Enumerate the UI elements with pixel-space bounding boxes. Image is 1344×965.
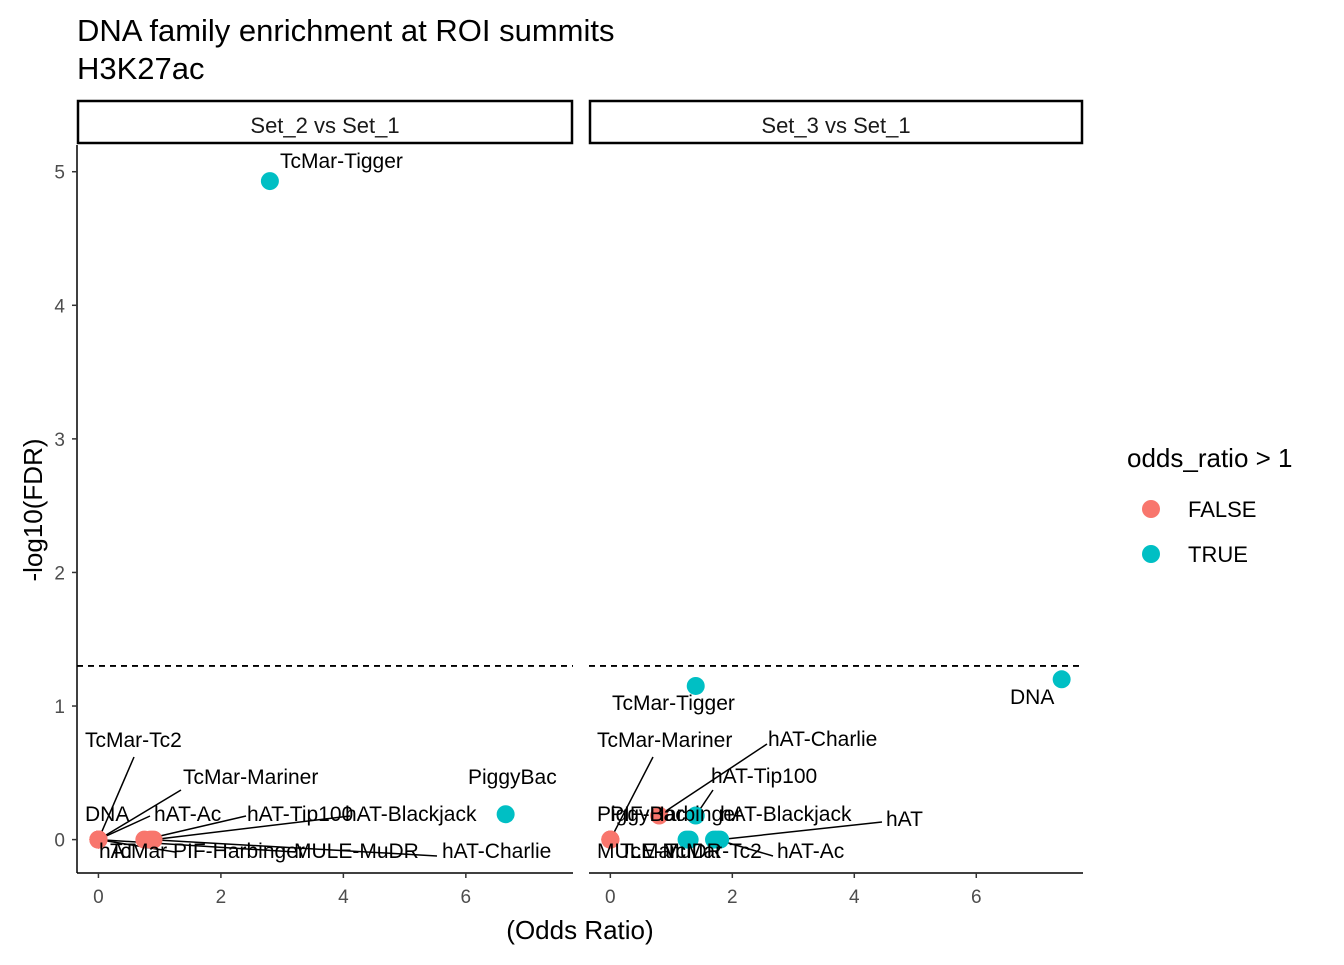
point-label: hAT <box>886 808 923 831</box>
legend-label-true: TRUE <box>1188 542 1248 567</box>
data-point <box>708 830 727 849</box>
legend-key-true-point <box>1142 545 1160 563</box>
point-label: hAT-Charlie <box>442 840 551 863</box>
point-label: TcMar <box>110 840 167 863</box>
point-label: PIF-Harbinger <box>610 803 742 826</box>
x-tick-label: 6 <box>461 887 472 908</box>
chart-title-line2: H3K27ac <box>77 51 205 86</box>
data-point <box>141 830 160 849</box>
point-label: TcMar-Tc2 <box>85 729 182 752</box>
y-tick-label: 3 <box>54 430 65 451</box>
y-axis-title: -log10(FDR) <box>18 438 48 581</box>
point-label: hAT <box>99 840 136 863</box>
facet-panel-1: Set_2 vs Set_1 0 1 2 3 4 5 0 2 4 6 TcMar-Tigger Pigg… <box>54 99 574 908</box>
label-connector <box>150 838 438 857</box>
y-tick-label: 4 <box>54 296 65 317</box>
point-label: TcMar-Tc2 <box>665 840 762 863</box>
x-tick-label: 2 <box>727 887 738 908</box>
y-tick-label: 1 <box>54 697 65 718</box>
point-label: PiggyBac <box>468 766 557 789</box>
chart-title-line1: DNA family enrichment at ROI summits <box>77 13 614 48</box>
x-tick-label: 2 <box>216 887 227 908</box>
point-label: TcMar <box>620 840 677 863</box>
label-connector <box>609 756 654 840</box>
x-tick-label: 4 <box>849 887 860 908</box>
point-label: TcMar-Mariner <box>183 766 318 789</box>
legend-title: odds_ratio > 1 <box>1127 443 1293 473</box>
point-label: hAT-Blackjack <box>720 803 852 826</box>
data-point <box>89 830 108 849</box>
facet-strip-label: Set_3 vs Set_1 <box>761 113 910 138</box>
x-tick-label: 4 <box>338 887 349 908</box>
x-tick-label: 6 <box>971 887 982 908</box>
label-connector <box>98 838 176 853</box>
point-label: MULE-MuDR <box>294 840 419 863</box>
data-point <box>601 830 620 849</box>
facet-strip-label: Set_2 vs Set_1 <box>250 113 399 138</box>
point-label: TcMar-Mariner <box>597 729 732 752</box>
point-label: PiggyBac <box>597 803 686 826</box>
y-tick-label: 5 <box>54 163 65 184</box>
facet-strip-box <box>76 99 574 145</box>
point-label: DNA <box>1010 686 1054 709</box>
label-connector <box>97 756 135 840</box>
x-axis-title: (Odds Ratio) <box>506 915 653 945</box>
label-connector <box>98 789 182 841</box>
point-label: hAT-Tip100 <box>711 765 817 788</box>
data-point <box>260 172 279 191</box>
data-point <box>496 805 515 824</box>
facet-panels: Set_2 vs Set_1 0 1 2 3 4 5 0 2 4 6 TcMar-Tigger Pigg… <box>54 99 1084 908</box>
label-connector <box>720 821 883 841</box>
legend: odds_ratio > 1 FALSE TRUE <box>1127 443 1293 567</box>
data-point <box>686 806 705 825</box>
label-connector <box>98 838 296 853</box>
legend-key-false-point <box>1142 500 1160 518</box>
point-label: hAT-Blackjack <box>345 803 477 826</box>
x-tick-label: 0 <box>93 887 104 908</box>
point-label: TcMar-Tigger <box>612 692 735 715</box>
point-label: hAT-Ac <box>777 840 844 863</box>
y-tick-label: 0 <box>54 831 65 852</box>
point-label: hAT-Charlie <box>768 728 877 751</box>
point-label: PIF-Harbinger <box>173 840 305 863</box>
label-connector <box>153 815 351 841</box>
label-connector <box>98 815 151 841</box>
x-tick-label: 0 <box>605 887 616 908</box>
point-label: hAT-Tip100 <box>247 803 353 826</box>
point-label: hAT-Ac <box>154 803 221 826</box>
data-point <box>1052 670 1071 689</box>
data-point <box>680 830 699 849</box>
point-label: MULE-MuDR <box>597 840 722 863</box>
data-point <box>650 806 669 825</box>
label-connector <box>658 743 768 817</box>
facet-strip-box <box>588 99 1084 145</box>
y-tick-label: 2 <box>54 563 65 584</box>
point-label: TcMar-Tigger <box>280 150 403 173</box>
legend-label-false: FALSE <box>1188 497 1256 522</box>
facet-panel-2: Set_3 vs Set_1 0 2 4 6 TcMar-Tigger DNA TcMar-M… <box>588 99 1084 908</box>
data-point <box>686 676 705 695</box>
point-label: DNA <box>85 803 129 826</box>
